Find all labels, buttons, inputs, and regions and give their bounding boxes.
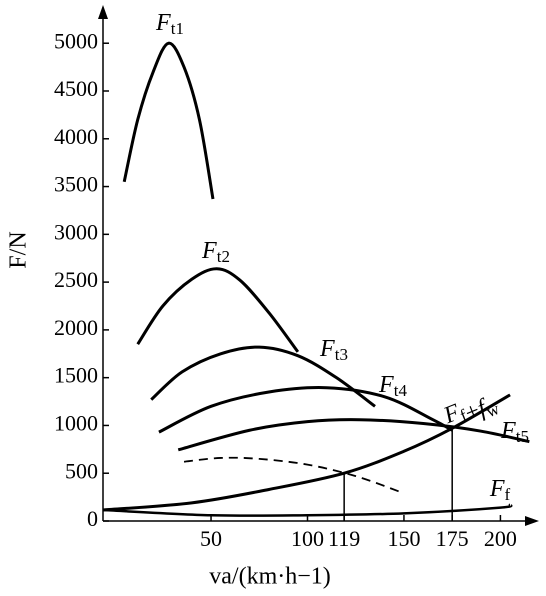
series-label: Ft4 [378,372,407,400]
curve [150,345,376,408]
y-tick-label: 1500 [54,363,98,388]
y-tick-label: 4000 [54,124,98,149]
y-axis-label: F/N [6,231,32,268]
curve [158,386,453,434]
curve [177,418,530,452]
x-axis-arrow [525,516,539,526]
y-tick-label: 500 [65,458,98,483]
series-label: Ft2 [201,238,230,266]
x-tick-label: 119 [328,526,360,551]
curve [183,456,401,493]
curve [102,393,511,512]
y-tick-label: 0 [87,506,98,531]
series-label: Ft5 [500,418,529,446]
curve [136,267,300,353]
x-tick-label: 100 [291,526,324,551]
series-label: Ft1 [155,10,184,38]
y-tick-label: 1000 [54,410,98,435]
x-axis-label: va/(km·h−1) [209,564,331,590]
x-tick-label: 200 [484,526,517,551]
series-label: Ft3 [319,336,348,364]
y-tick-label: 4500 [54,76,98,101]
y-tick-label: 2000 [54,315,98,340]
y-tick-label: 3500 [54,172,98,197]
y-tick-label: 5000 [54,28,98,53]
x-tick-label: 150 [387,526,420,551]
y-tick-label: 3000 [54,219,98,244]
series-label: Ff [489,476,511,504]
curve [122,41,215,200]
y-tick-label: 2500 [54,267,98,292]
x-tick-label: 50 [200,526,222,551]
curve [102,503,513,517]
y-axis-arrow [98,5,108,19]
x-tick-label: 175 [436,526,469,551]
